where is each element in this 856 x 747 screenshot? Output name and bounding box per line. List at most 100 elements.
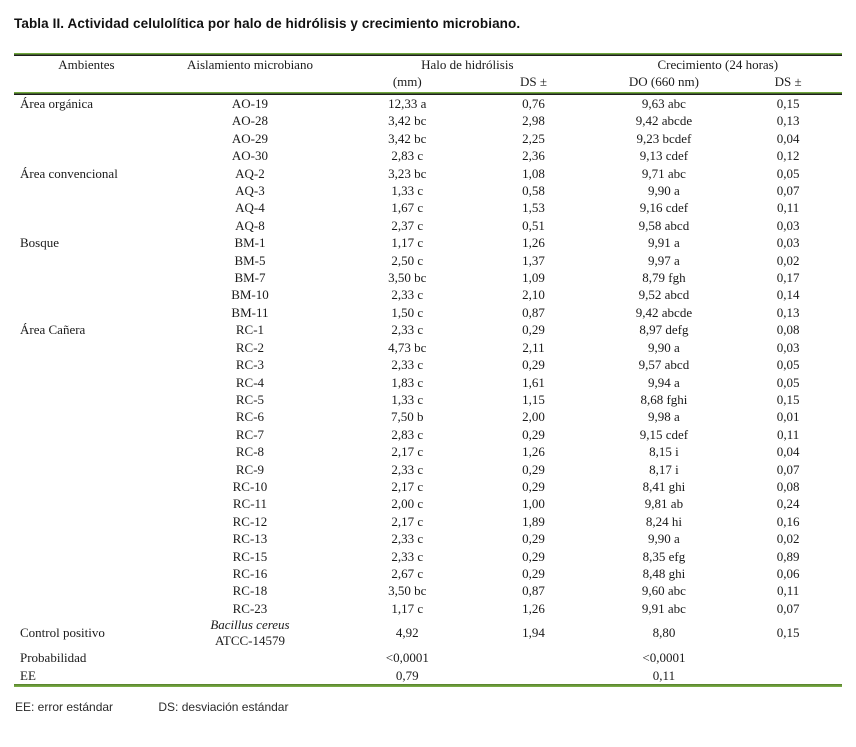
table-row: AO-28 3,42 bc 2,98 9,42 abcde 0,13 xyxy=(14,112,842,129)
table-control-and-stats: Control positivo Bacillus cereus ATCC-14… xyxy=(14,617,842,687)
table-row: BM-7 3,50 bc 1,09 8,79 fgh 0,17 xyxy=(14,269,842,286)
cell-ambiente: Área Cañera xyxy=(20,322,86,338)
cell-aislamiento: RC-15 xyxy=(232,548,268,564)
cell-ambiente xyxy=(14,408,159,425)
table-row: AO-29 3,42 bc 2,25 9,23 bcdef 0,04 xyxy=(14,130,842,147)
cell-do-ds: 0,11 xyxy=(777,426,800,442)
cell-do-ds: 0,03 xyxy=(776,339,800,355)
cell-do-ds: 0,14 xyxy=(776,287,800,303)
cell-do: 8,41 ghi xyxy=(642,478,686,494)
cell-do-ds: 0,17 xyxy=(776,270,800,286)
cell-halo-mm: 2,83 c xyxy=(391,426,424,442)
cell-aislamiento: AQ-8 xyxy=(235,217,265,233)
table-row: AQ-8 2,37 c 0,51 9,58 abcd 0,03 xyxy=(14,217,842,234)
cell-do: 9,63 abc xyxy=(641,96,686,111)
cell-do-ds: 0,03 xyxy=(776,235,800,251)
cell-halo-mm: 2,50 c xyxy=(391,252,424,268)
cell-ambiente xyxy=(14,513,159,530)
cell-aislamiento: RC-23 xyxy=(232,600,268,616)
cell-do: 8,68 fghi xyxy=(640,391,688,407)
cell-aislamiento: RC-8 xyxy=(235,444,265,460)
cell-halo-mm: 2,00 c xyxy=(391,496,424,512)
cell-ambiente xyxy=(14,461,159,478)
cell-do: <0,0001 xyxy=(642,650,686,666)
cell-do: 9,58 abcd xyxy=(638,217,690,233)
table-footnote: EE: error estándar DS: desviación estánd… xyxy=(14,700,842,714)
cell-halo-ds: 2,00 xyxy=(522,409,545,425)
table-row: RC-5 1,33 c 1,15 8,68 fghi 0,15 xyxy=(14,391,842,408)
cell-halo-mm: 2,33 c xyxy=(391,548,424,564)
cell-aislamiento: AO-30 xyxy=(231,148,269,164)
document-page: Tabla II. Actividad celulolítica por hal… xyxy=(14,16,842,714)
cell-ambiente: Área convencional xyxy=(20,165,118,181)
cell-halo-ds: 2,25 xyxy=(522,130,545,146)
cell-ambiente xyxy=(14,530,159,547)
cell-do-ds: 0,16 xyxy=(776,513,800,529)
cell-aislamiento: RC-18 xyxy=(232,583,268,599)
cell-do-ds: 0,13 xyxy=(776,304,800,320)
cell-aislamiento: RC-5 xyxy=(235,391,265,407)
cell-do: 8,80 xyxy=(652,625,676,641)
cell-do-ds: 0,04 xyxy=(776,444,800,460)
cell-ambiente xyxy=(14,304,159,321)
cell-do-ds: 0,08 xyxy=(776,322,800,338)
footnote-ee: EE: error estándar xyxy=(15,700,114,714)
cell-halo-ds: 0,51 xyxy=(522,217,545,233)
cell-ambiente: Bosque xyxy=(20,235,59,251)
cell-do-ds: 0,06 xyxy=(776,565,800,581)
cell-halo-mm: <0,0001 xyxy=(385,650,429,666)
cell-ambiente xyxy=(14,443,159,460)
cell-halo-mm: 2,33 c xyxy=(391,461,424,477)
cell-do: 9,98 a xyxy=(648,409,680,425)
cell-do-ds: 0,01 xyxy=(776,409,800,425)
header-rule xyxy=(14,92,842,95)
cell-halo-ds: 0,29 xyxy=(522,565,545,581)
cell-do: 9,52 abcd xyxy=(638,287,690,303)
cell-halo-mm: 7,50 b xyxy=(391,409,424,425)
top-rule xyxy=(14,53,842,56)
cell-aislamiento: AQ-2 xyxy=(235,165,265,181)
cell-stat-label: EE xyxy=(20,667,36,683)
cell-halo-ds: 1,00 xyxy=(522,496,545,512)
header-group-row: Ambientes Aislamiento microbiano Halo de… xyxy=(14,56,842,73)
cell-do-ds: 0,12 xyxy=(776,148,800,164)
table-body: Área orgánica AO-19 12,33 a 0,76 9,63 abc 0,1… xyxy=(14,95,842,617)
cell-halo-ds: 1,09 xyxy=(522,270,545,286)
header-sub-row: (mm) DS ± DO (660 nm) DS ± xyxy=(14,73,842,92)
table-row: RC-10 2,17 c 0,29 8,41 ghi 0,08 xyxy=(14,478,842,495)
cell-ambiente xyxy=(14,495,159,512)
cell-do: 9,90 a xyxy=(648,183,680,199)
table-row: RC-13 2,33 c 0,29 9,90 a 0,02 xyxy=(14,530,842,547)
col-header-ambientes: Ambientes xyxy=(58,57,115,72)
cell-do: 9,90 a xyxy=(648,531,680,547)
cell-halo-ds: 0,29 xyxy=(522,531,545,547)
cell-do-ds: 0,02 xyxy=(776,531,800,547)
control-strain: ATCC-14579 xyxy=(214,633,285,649)
cell-ambiente xyxy=(14,217,159,234)
cell-halo-ds: 0,29 xyxy=(522,322,545,338)
cell-halo-mm: 0,79 xyxy=(395,667,419,683)
cell-halo-mm: 1,17 c xyxy=(391,235,424,251)
cell-do: 8,15 i xyxy=(649,444,679,460)
cell-halo-ds: 0,76 xyxy=(522,96,545,111)
cell-halo-ds: 0,87 xyxy=(522,304,545,320)
cell-do: 8,24 hi xyxy=(645,513,682,529)
table-row: BM-11 1,50 c 0,87 9,42 abcde 0,13 xyxy=(14,304,842,321)
cell-aislamiento: BM-7 xyxy=(234,270,266,286)
table-row: RC-2 4,73 bc 2,11 9,90 a 0,03 xyxy=(14,339,842,356)
cell-halo-ds: 0,29 xyxy=(522,357,545,373)
cell-do-ds: 0,04 xyxy=(776,130,800,146)
cell-halo-mm: 3,42 bc xyxy=(388,130,427,146)
cell-aislamiento: AO-29 xyxy=(231,130,269,146)
cell-ambiente xyxy=(14,269,159,286)
table-row: RC-23 1,17 c 1,26 9,91 abc 0,07 xyxy=(14,600,842,617)
cell-aislamiento: BM-10 xyxy=(231,287,269,303)
cell-halo-mm: 1,50 c xyxy=(391,304,424,320)
cell-halo-ds: 1,26 xyxy=(522,235,545,251)
cell-do: 9,97 a xyxy=(648,252,680,268)
cell-do: 9,94 a xyxy=(648,374,680,390)
cell-do: 9,90 a xyxy=(648,339,680,355)
cell-do: 9,57 abcd xyxy=(638,357,690,373)
cell-do: 8,97 defg xyxy=(639,322,689,338)
cell-aislamiento: RC-13 xyxy=(232,531,268,547)
